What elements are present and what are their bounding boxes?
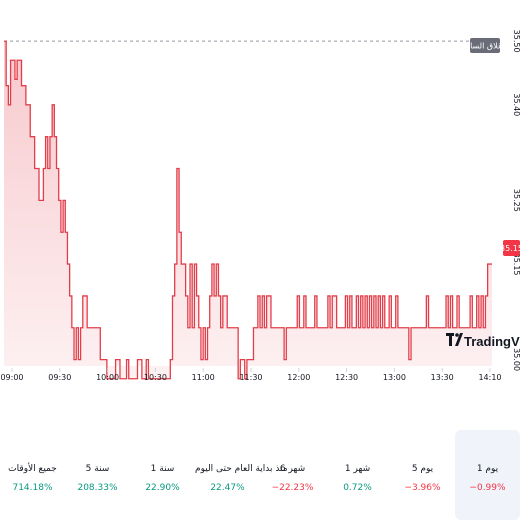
period-item[interactable]: منذ بداية العام حتى اليوم 22.47%: [195, 430, 288, 520]
price-area-fill: [4, 41, 492, 379]
y-tick-label: 35.50: [512, 30, 520, 53]
tradingview-wordmark: TradingView: [464, 334, 520, 349]
period-change-value: −22.23%: [271, 483, 314, 493]
x-tick-label: 11:30: [239, 373, 262, 382]
tradingview-logo-icon: [446, 333, 463, 346]
period-label: منذ بداية العام حتى اليوم: [195, 464, 288, 474]
x-tick-label: 12:30: [335, 373, 358, 382]
price-chart[interactable]: 35.00 35.15 35.25 35.40 35.50 09:00 09:30 10:0…: [0, 0, 520, 430]
period-label: 5 سنة: [85, 464, 110, 474]
period-item[interactable]: 1 شهر 0.72%: [325, 430, 390, 520]
period-change-value: 22.47%: [210, 483, 245, 493]
y-tick-label: 35.00: [512, 348, 520, 371]
period-item[interactable]: 5 يوم −3.96%: [390, 430, 455, 520]
x-tick-label: 14:10: [478, 373, 501, 382]
last-price-tag-text: 35.15: [500, 244, 520, 253]
period-label: 1 سنة: [150, 464, 175, 474]
period-item[interactable]: 1 يوم −0.99%: [455, 430, 520, 520]
period-change-value: 0.72%: [343, 483, 372, 493]
period-change-value: 208.33%: [77, 483, 118, 493]
period-item[interactable]: 1 سنة 22.90%: [130, 430, 195, 520]
period-item[interactable]: جميع الأوقات 714.18%: [0, 430, 65, 520]
period-label: 5 يوم: [411, 464, 434, 474]
x-tick-label: 12:00: [287, 373, 310, 382]
period-performance-bar: 1 يوم −0.99% 5 يوم −3.96% 1 شهر 0.72% 6 شهر −22…: [0, 430, 520, 520]
previous-close-label: الإغلاق السابق: [461, 38, 509, 53]
y-tick-label: 35.40: [512, 93, 520, 116]
period-change-value: 22.90%: [145, 483, 180, 493]
period-label: 1 يوم: [476, 464, 499, 474]
x-tick-label: 10:30: [144, 373, 167, 382]
period-change-value: −0.99%: [469, 483, 506, 493]
tradingview-watermark: TradingView: [446, 333, 520, 349]
price-series-line: [4, 40, 492, 380]
period-label: 1 شهر: [344, 464, 371, 474]
x-tick-label: 10:00: [96, 373, 119, 382]
period-label: جميع الأوقات: [8, 464, 57, 474]
period-item[interactable]: 6 شهر −22.23%: [260, 430, 325, 520]
y-tick-label: 35.25: [512, 189, 520, 212]
x-tick-label: 09:30: [48, 373, 71, 382]
y-tick-label: 35.15: [512, 253, 520, 276]
period-label: 6 شهر: [279, 464, 306, 474]
previous-close-label-text: الإغلاق السابق: [461, 42, 509, 52]
period-change-value: −3.96%: [404, 483, 441, 493]
period-change-value: 714.18%: [12, 483, 53, 493]
x-tick-label: 13:00: [383, 373, 406, 382]
x-tick-label: 09:00: [0, 373, 23, 382]
time-axis[interactable]: 09:00 09:30 10:00 10:30 11:00 11:30 12:00 12:30…: [0, 368, 502, 382]
x-tick-label: 11:00: [192, 373, 215, 382]
price-axis[interactable]: 35.00 35.15 35.25 35.40 35.50: [512, 30, 520, 371]
period-item[interactable]: 5 سنة 208.33%: [65, 430, 130, 520]
x-tick-label: 13:30: [431, 373, 454, 382]
last-price-tag: 35.15: [500, 240, 520, 256]
